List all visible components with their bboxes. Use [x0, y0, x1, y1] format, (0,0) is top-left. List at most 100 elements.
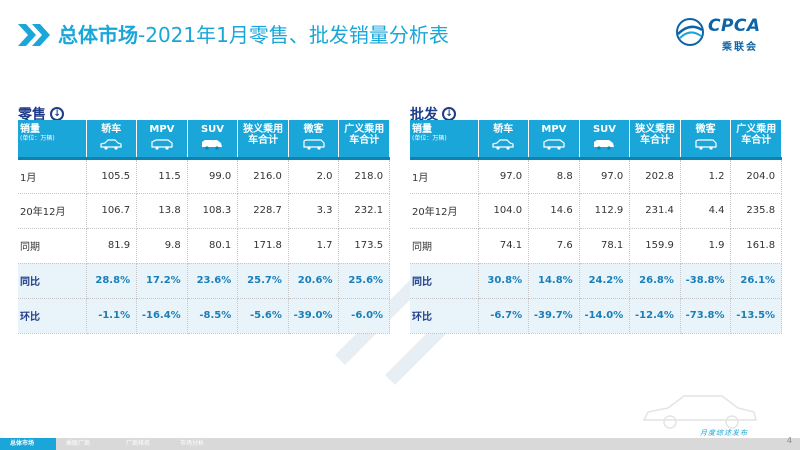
nav-item-analysis[interactable]: 市场分析: [180, 440, 205, 447]
table-cell: 105.5: [86, 158, 138, 194]
page-title: 总体市场-2021年1月零售、批发销量分析表: [58, 20, 449, 50]
row-label: 环比: [410, 298, 479, 334]
table-cell: 20.6%: [288, 263, 340, 299]
title-bold: 总体市场: [58, 23, 138, 47]
header-label-cell: 销量 (单位：万辆): [18, 120, 87, 160]
col-header: 微客: [288, 120, 340, 160]
table-cell: -5.6%: [237, 298, 289, 334]
nav-item-ranking[interactable]: 厂商排名: [126, 440, 151, 447]
col-header: 狭义乘用车合计: [629, 120, 681, 160]
row-label: 环比: [18, 298, 87, 334]
header-label-cell: 销量 (单位：万辆): [410, 120, 479, 160]
table-cell: -38.8%: [680, 263, 732, 299]
table-cell: -14.0%: [579, 298, 631, 334]
header-label-unit: (单位：万辆): [412, 135, 447, 142]
col-header-label: 轿车: [493, 124, 514, 135]
col-header: MPV: [136, 120, 188, 160]
col-header-label: 轿车: [101, 124, 122, 135]
table-row: 同比 28.8% 17.2% 23.6% 25.7% 20.6% 25.6%: [18, 263, 391, 299]
microvan-icon: [695, 139, 717, 150]
table-cell: 99.0: [187, 158, 239, 194]
table-row: 20年12月 106.7 13.8 108.3 228.7 3.3 232.1: [18, 193, 391, 229]
col-header: MPV: [528, 120, 580, 160]
bottom-nav-bar: 总体市场 乘联厂商 厂商排名 市场分析: [0, 438, 800, 450]
table-cell: 218.0: [338, 158, 391, 194]
row-label: 同期: [410, 228, 479, 264]
table-cell: 81.9: [86, 228, 138, 264]
title-rest: -2021年1月零售、批发销量分析表: [138, 23, 449, 47]
table-row: 同期 74.1 7.6 78.1 159.9 1.9 161.8: [410, 228, 783, 264]
microvan-icon: [303, 139, 325, 150]
table-cell: 11.5: [136, 158, 188, 194]
table-cell: 23.6%: [187, 263, 239, 299]
col-header: 轿车: [478, 120, 530, 160]
table-cell: 235.8: [730, 193, 783, 229]
suv-icon: [594, 140, 615, 150]
row-label: 20年12月: [18, 193, 87, 229]
table-cell: 112.9: [579, 193, 631, 229]
table-cell: -6.0%: [338, 298, 391, 334]
table-cell: 1.7: [288, 228, 340, 264]
table-cell: 17.2%: [136, 263, 188, 299]
footer-text: 月度综述发布: [700, 429, 748, 437]
table-row: 环比 -1.1% -16.4% -8.5% -5.6% -39.0% -6.0%: [18, 298, 391, 334]
sedan-icon: [492, 139, 514, 150]
col-header: 广义乘用车合计: [338, 120, 391, 160]
col-header: 广义乘用车合计: [730, 120, 783, 160]
row-label: 同期: [18, 228, 87, 264]
col-header-label: MPV: [149, 124, 175, 135]
table-cell: -12.4%: [629, 298, 681, 334]
row-label: 同比: [18, 263, 87, 299]
nav-item-overall-market[interactable]: 总体市场: [0, 438, 56, 450]
table-cell: 14.6: [528, 193, 580, 229]
table-cell: 25.6%: [338, 263, 391, 299]
table-cell: -8.5%: [187, 298, 239, 334]
wholesale-table: 销量 (单位：万辆) 轿车 MPV SUV 狭义乘用车合计 微客 广义乘用车合计…: [410, 120, 783, 334]
table-cell: -1.1%: [86, 298, 138, 334]
table-header-row: 销量 (单位：万辆) 轿车 MPV SUV 狭义乘用车合计 微客 广义乘用车合计: [410, 120, 783, 160]
logo-text: CPCA: [708, 16, 761, 36]
table-cell: 161.8: [730, 228, 783, 264]
table-cell: 14.8%: [528, 263, 580, 299]
car-outline-decoration: [642, 395, 757, 429]
col-header: SUV: [579, 120, 631, 160]
table-row: 20年12月 104.0 14.6 112.9 231.4 4.4 235.8: [410, 193, 783, 229]
table-cell: 25.7%: [237, 263, 289, 299]
table-cell: 97.0: [579, 158, 631, 194]
table-cell: 231.4: [629, 193, 681, 229]
table-row: 环比 -6.7% -39.7% -14.0% -12.4% -73.8% -13…: [410, 298, 783, 334]
retail-title-label: 零售: [18, 107, 46, 123]
table-cell: -13.5%: [730, 298, 783, 334]
table-cell: 28.8%: [86, 263, 138, 299]
table-cell: 104.0: [478, 193, 530, 229]
table-header-row: 销量 (单位：万辆) 轿车 MPV SUV 狭义乘用车合计 微客 广义乘用车合计: [18, 120, 391, 160]
table-cell: 106.7: [86, 193, 138, 229]
table-cell: 108.3: [187, 193, 239, 229]
table-cell: 204.0: [730, 158, 783, 194]
col-header-label: 广义乘用车合计: [344, 124, 385, 146]
nav-item-manufacturers[interactable]: 乘联厂商: [66, 440, 91, 447]
table-cell: 159.9: [629, 228, 681, 264]
retail-table: 销量 (单位：万辆) 轿车 MPV SUV 狭义乘用车合计 微客 广义乘用车合计…: [18, 120, 391, 334]
page-number: 4: [786, 436, 792, 445]
col-header: 狭义乘用车合计: [237, 120, 289, 160]
table-cell: 74.1: [478, 228, 530, 264]
table-cell: 80.1: [187, 228, 239, 264]
col-header: SUV: [187, 120, 239, 160]
double-chevron-icon: [18, 24, 50, 46]
table-cell: 26.8%: [629, 263, 681, 299]
col-header-label: 狭义乘用车合计: [635, 124, 676, 146]
table-cell: 171.8: [237, 228, 289, 264]
table-cell: 13.8: [136, 193, 188, 229]
table-row: 1月 105.5 11.5 99.0 216.0 2.0 218.0: [18, 158, 391, 194]
table-cell: 216.0: [237, 158, 289, 194]
col-header-label: 广义乘用车合计: [736, 124, 777, 146]
header-label-unit: (单位：万辆): [20, 135, 55, 142]
table-cell: 232.1: [338, 193, 391, 229]
col-header-label: 微客: [303, 124, 324, 135]
table-cell: 9.8: [136, 228, 188, 264]
table-cell: 3.3: [288, 193, 340, 229]
col-header-label: 微客: [695, 124, 716, 135]
logo-subtext: 乘联会: [722, 42, 758, 53]
table-cell: 97.0: [478, 158, 530, 194]
